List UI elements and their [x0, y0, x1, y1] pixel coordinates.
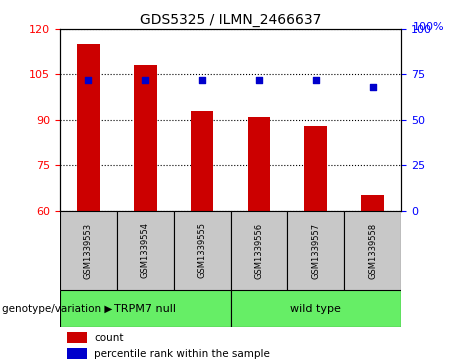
Bar	[230, 211, 287, 290]
Text: GSM1339557: GSM1339557	[311, 223, 320, 278]
Text: GSM1339554: GSM1339554	[141, 223, 150, 278]
Bar	[361, 195, 384, 211]
Text: GSM1339553: GSM1339553	[84, 223, 93, 278]
Bar	[67, 332, 87, 343]
Title: GDS5325 / ILMN_2466637: GDS5325 / ILMN_2466637	[140, 13, 321, 26]
Point	[198, 78, 206, 83]
Bar	[67, 348, 87, 359]
Y-axis label: 100%: 100%	[413, 22, 444, 32]
Text: GSM1339556: GSM1339556	[254, 223, 263, 278]
Bar	[117, 211, 174, 290]
Text: GSM1339555: GSM1339555	[198, 223, 207, 278]
Text: genotype/variation ▶: genotype/variation ▶	[2, 303, 112, 314]
Text: GSM1339558: GSM1339558	[368, 223, 377, 278]
Bar	[304, 126, 327, 211]
Bar	[60, 290, 230, 327]
Bar	[230, 290, 401, 327]
Point	[312, 78, 319, 83]
Text: count: count	[94, 333, 124, 343]
Text: TRPM7 null: TRPM7 null	[114, 303, 176, 314]
Bar	[134, 65, 157, 211]
Point	[255, 78, 263, 83]
Point	[369, 83, 376, 89]
Bar	[248, 117, 270, 211]
Bar	[191, 111, 213, 211]
Bar	[344, 211, 401, 290]
Bar	[287, 211, 344, 290]
Text: wild type: wild type	[290, 303, 341, 314]
Bar	[174, 211, 230, 290]
Point	[85, 78, 92, 83]
Bar	[60, 211, 117, 290]
Point	[142, 78, 149, 83]
Text: percentile rank within the sample: percentile rank within the sample	[94, 349, 270, 359]
Bar	[77, 44, 100, 211]
